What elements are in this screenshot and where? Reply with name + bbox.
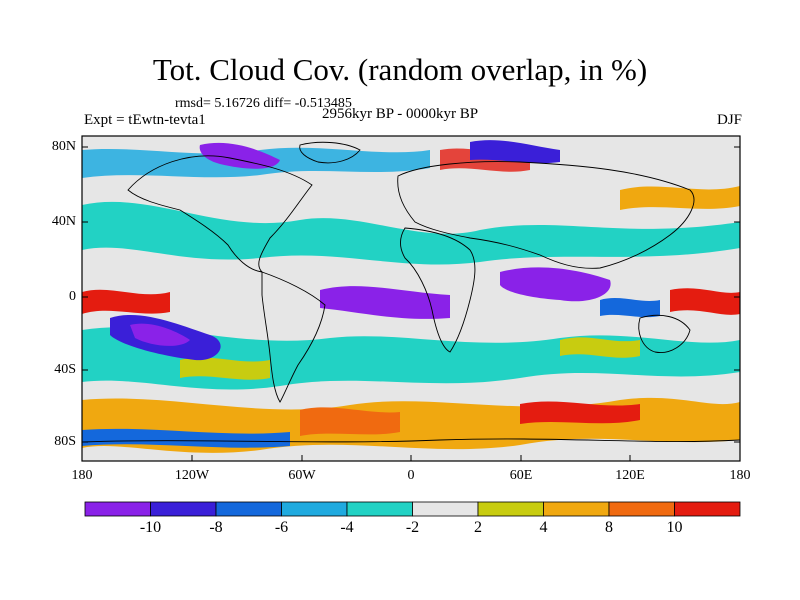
colorbar-swatch xyxy=(543,501,610,517)
coastlines xyxy=(82,141,740,443)
colorbar-swatch xyxy=(608,501,675,517)
colorbar-label: 10 xyxy=(666,519,683,536)
lat-label-40n: 40N xyxy=(51,214,76,229)
lat-label-0: 0 xyxy=(69,289,76,304)
lon-label-120e: 120E xyxy=(615,468,645,483)
colorbar-label: 4 xyxy=(539,519,548,536)
colorbar-swatch xyxy=(215,501,282,517)
colorbar xyxy=(84,501,741,517)
experiment-label: Expt = tEwtn-tevta1 xyxy=(84,112,206,128)
lon-label-60e: 60E xyxy=(509,468,533,483)
lat-label-80n: 80N xyxy=(51,139,76,154)
colorbar-swatch xyxy=(84,501,151,517)
cloud-field xyxy=(82,136,740,461)
colorbar-label: 2 xyxy=(474,519,482,536)
season-label: DJF xyxy=(716,112,742,128)
map-title: Tot. Cloud Cov. (random overlap, in %) xyxy=(152,52,648,87)
colorbar-label: -4 xyxy=(340,519,354,536)
colorbar-label: 8 xyxy=(605,519,613,536)
lon-tick-marks xyxy=(81,455,741,461)
lon-label-180e: 180 xyxy=(729,468,751,483)
colorbar-swatch xyxy=(477,501,544,517)
colorbar-swatch xyxy=(674,501,741,517)
colorbar-label: -2 xyxy=(405,519,420,536)
lat-label-80s: 80S xyxy=(54,434,76,449)
period-label: 2956kyr BP - 0000kyr BP xyxy=(322,106,479,122)
colorbar-swatch xyxy=(346,501,413,517)
lat-tick-marks xyxy=(82,146,740,443)
colorbar-swatch xyxy=(281,501,348,517)
colorbar-swatch xyxy=(150,501,217,517)
colorbar-label: -10 xyxy=(139,519,162,536)
colorbar-swatch xyxy=(412,501,479,517)
lon-label-0: 0 xyxy=(407,468,415,483)
rmsd-diff-label: rmsd= 5.16726 diff= -0.513485 xyxy=(175,96,352,111)
lon-label-60w: 60W xyxy=(288,468,316,483)
lon-label-180w: 180 xyxy=(71,468,93,483)
colorbar-label: -6 xyxy=(274,519,289,536)
lat-label-40s: 40S xyxy=(54,362,76,377)
lon-label-120w: 120W xyxy=(174,468,210,483)
colorbar-label: -8 xyxy=(209,519,223,536)
